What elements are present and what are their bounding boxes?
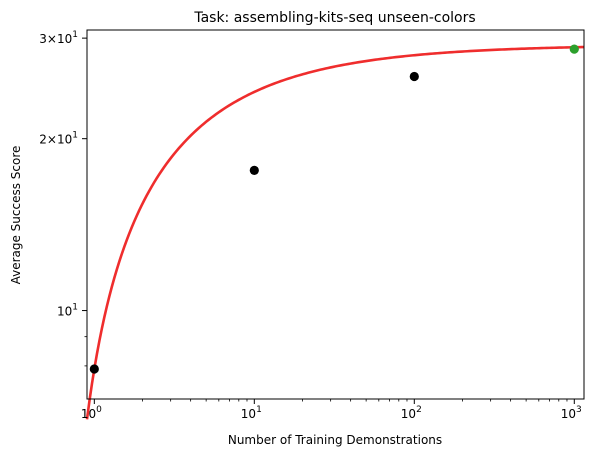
chart-title: Task: assembling-kits-seq unseen-colors <box>193 10 475 26</box>
data-point <box>409 71 419 82</box>
x-tick-label: 103 <box>561 405 582 421</box>
y-tick-label: 101 <box>57 303 78 319</box>
plot-frame <box>86 29 585 400</box>
plot-area <box>82 29 585 420</box>
y-tick-label: 3×101 <box>39 30 78 46</box>
fit-curve <box>85 45 585 420</box>
y-axis-label: Average Success Score <box>9 146 23 285</box>
y-tick-label: 2×101 <box>39 131 78 147</box>
x-tick-label: 101 <box>241 405 262 421</box>
x-tick-label: 102 <box>401 405 422 421</box>
data-point <box>89 364 99 374</box>
data-point <box>249 165 259 175</box>
x-axis-label: Number of Training Demonstrations <box>228 433 442 447</box>
data-point <box>569 44 579 54</box>
x-tick-label: 100 <box>81 405 102 421</box>
